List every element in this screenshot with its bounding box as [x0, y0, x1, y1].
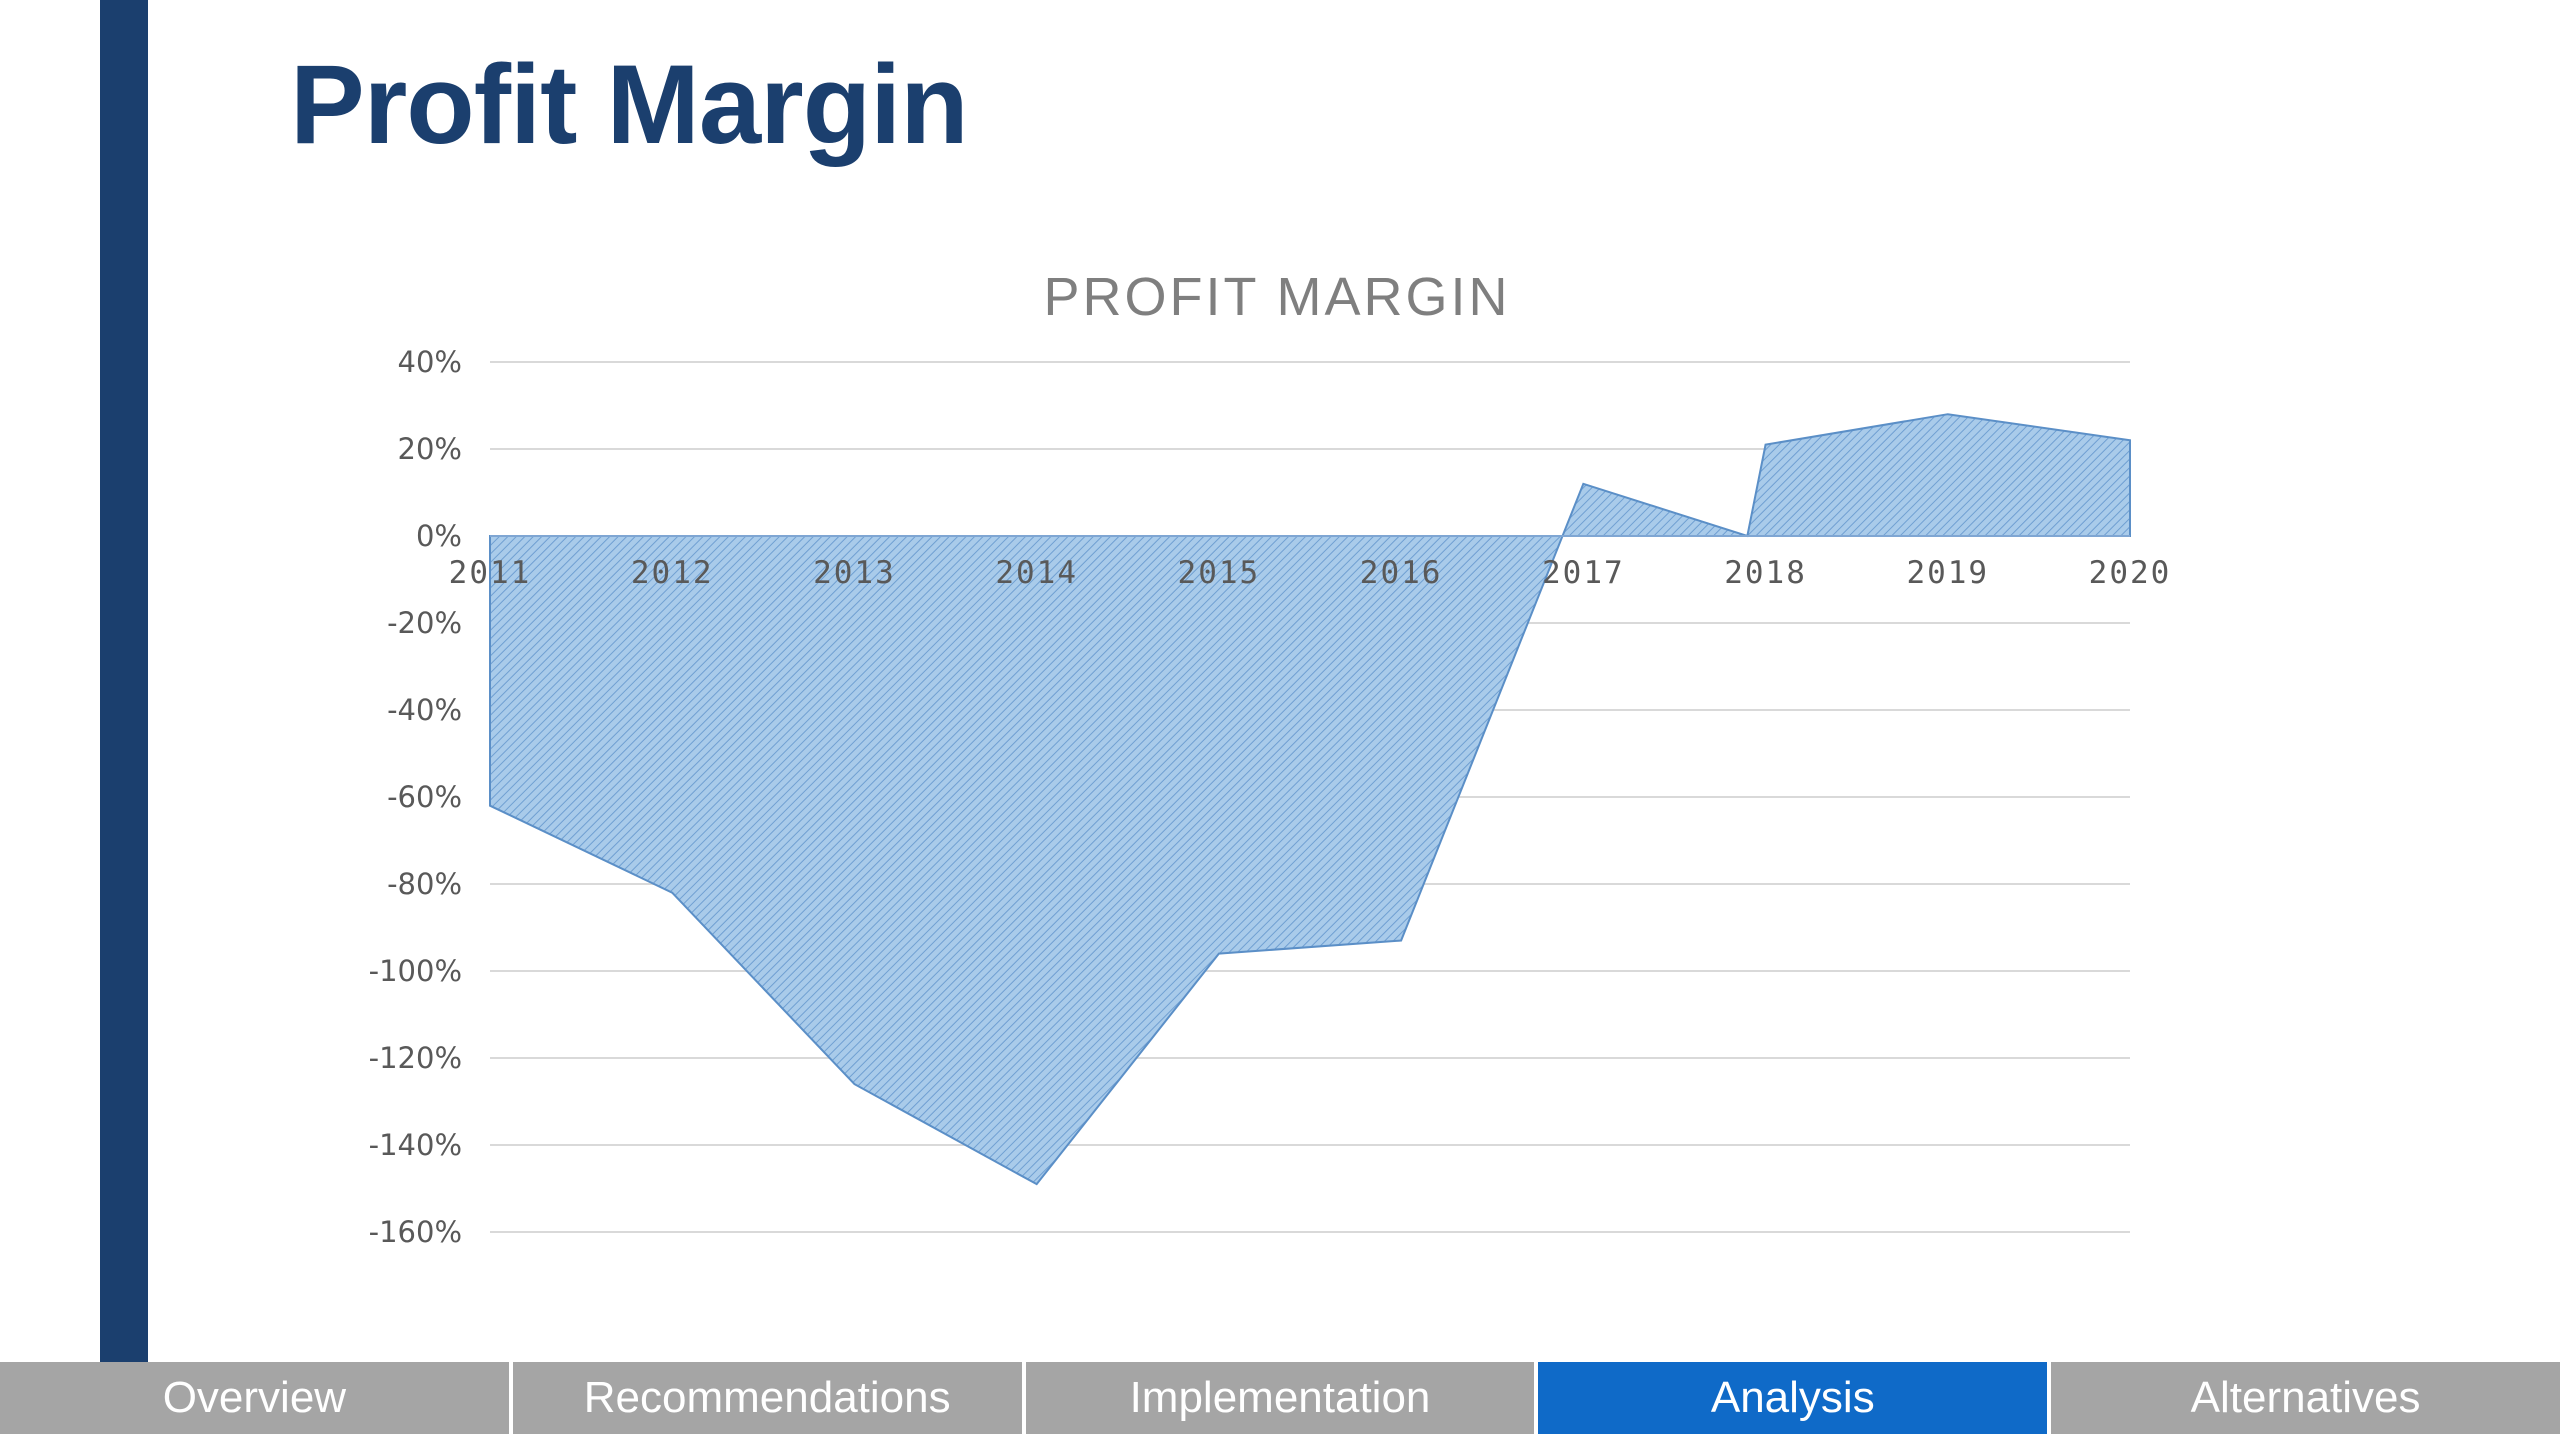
y-tick-label: 40%: [398, 345, 462, 379]
x-tick-label: 2018: [1724, 555, 1807, 591]
tab-recommendations[interactable]: Recommendations: [512, 1362, 1022, 1434]
area-series: [489, 413, 2131, 1186]
y-tick-label: -20%: [387, 606, 462, 640]
y-tick-label: -80%: [387, 867, 462, 901]
accent-bar: [100, 0, 148, 1362]
x-tick-label: 2014: [995, 555, 1078, 591]
y-tick-label: -40%: [387, 693, 462, 727]
x-tick-label: 2013: [813, 555, 896, 591]
x-axis-ticks: 2011 2012 2013 2014 2015 2016 2017 2018 2019 2020: [449, 555, 2172, 591]
tab-analysis[interactable]: Analysis: [1538, 1362, 2048, 1434]
x-tick-label: 2015: [1178, 555, 1261, 591]
page-title: Profit Margin: [290, 42, 969, 167]
y-tick-label: 0%: [416, 519, 462, 553]
y-tick-label: -120%: [369, 1041, 462, 1075]
tab-alternatives[interactable]: Alternatives: [2051, 1362, 2560, 1434]
y-tick-label: 20%: [398, 432, 462, 466]
tab-implementation[interactable]: Implementation: [1025, 1362, 1535, 1434]
chart-title: PROFIT MARGIN: [1043, 267, 1510, 327]
area-fill: [489, 413, 2131, 1186]
y-axis-ticks: 40% 20% 0% -20% -40% -60% -80% -100% -120% -140% -…: [369, 345, 462, 1249]
x-tick-label: 2016: [1360, 555, 1443, 591]
y-tick-label: -160%: [369, 1215, 462, 1249]
x-tick-label: 2012: [631, 555, 714, 591]
profit-margin-chart: PROFIT MARGIN 40% 20% 0% -20% -40% -60% -80% -1…: [369, 267, 2172, 1249]
x-tick-label: 2019: [1906, 555, 1989, 591]
x-tick-label: 2011: [449, 555, 532, 591]
y-tick-label: -100%: [369, 954, 462, 988]
y-tick-label: -60%: [387, 780, 462, 814]
section-nav: Overview Recommendations Implementation …: [0, 1362, 2560, 1440]
tab-overview[interactable]: Overview: [0, 1362, 509, 1434]
x-tick-label: 2017: [1542, 555, 1625, 591]
y-tick-label: -140%: [369, 1128, 462, 1162]
x-tick-label: 2020: [2089, 555, 2172, 591]
